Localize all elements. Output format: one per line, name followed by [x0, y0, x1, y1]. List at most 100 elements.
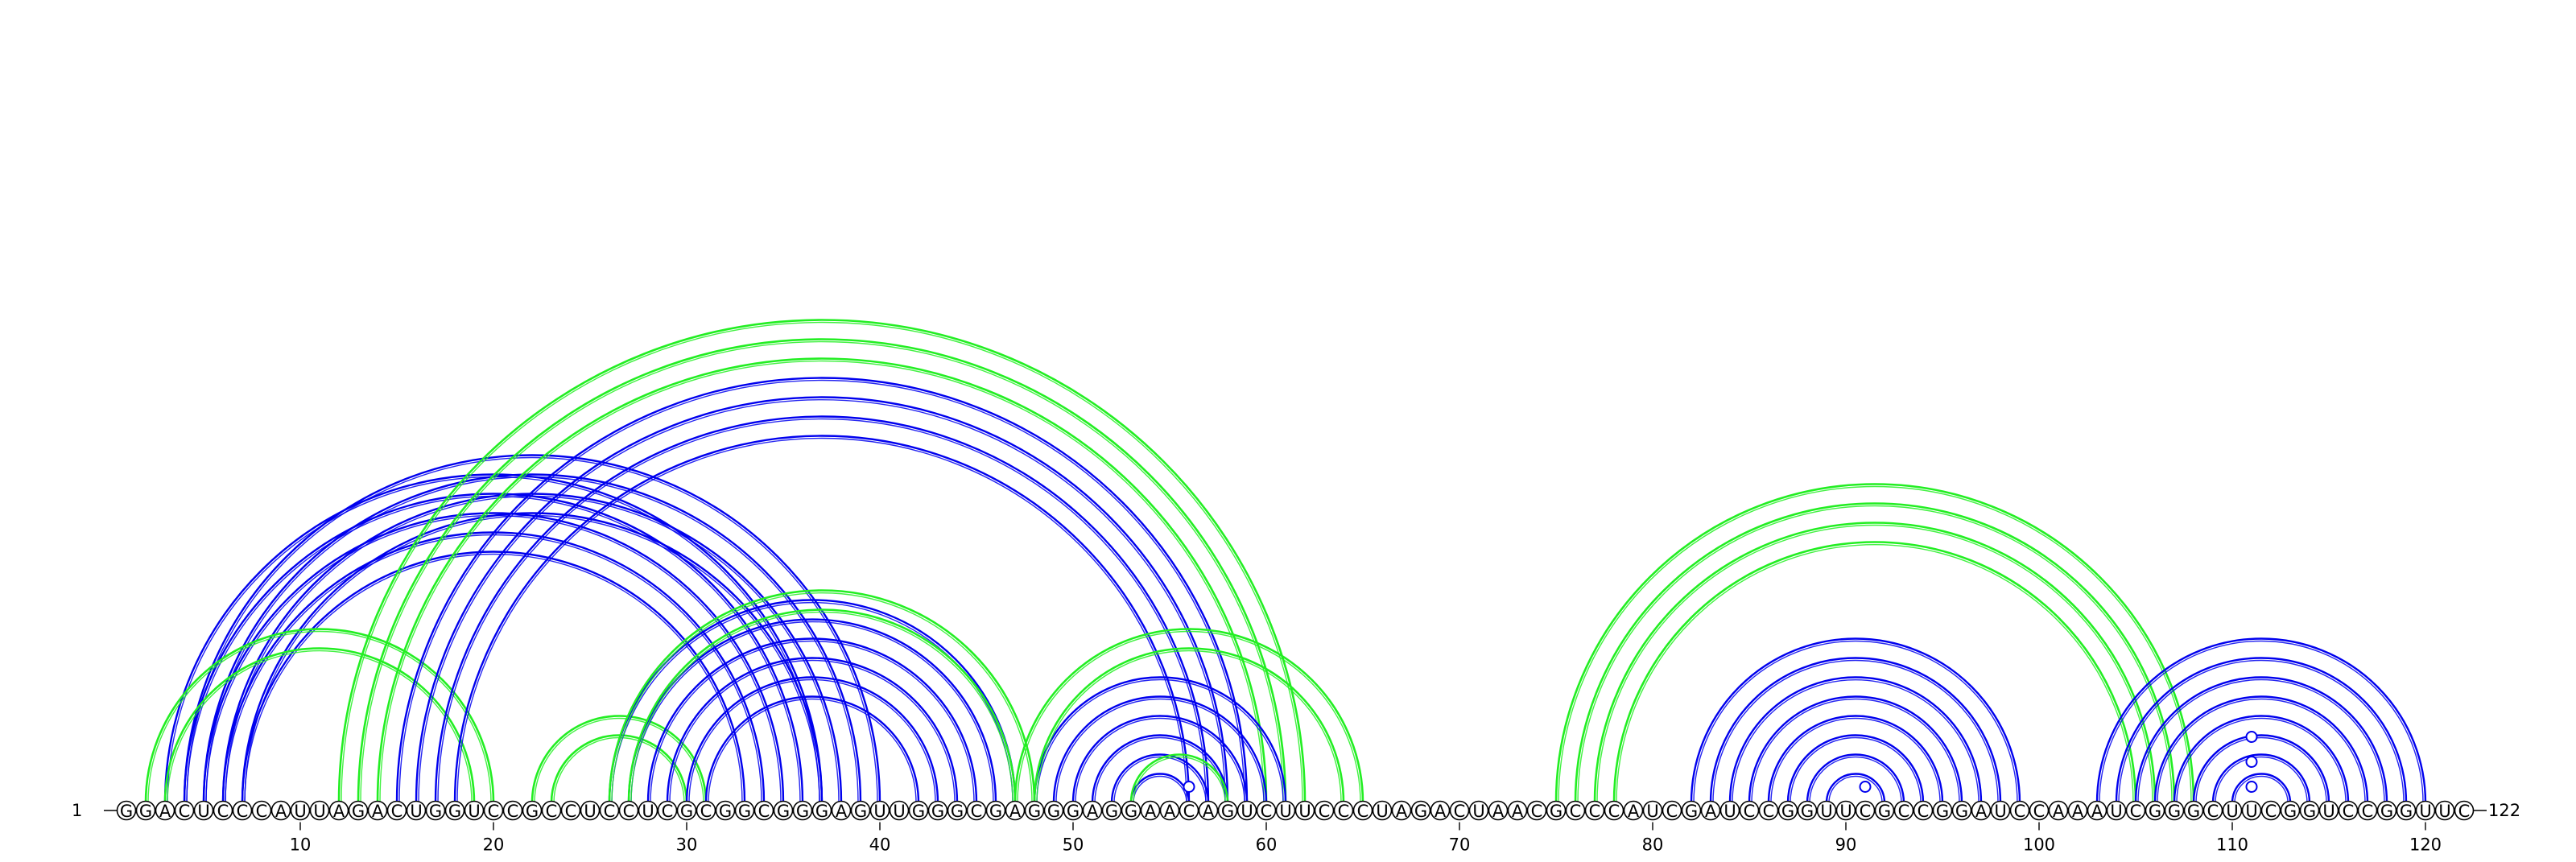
nucleotide-33: G: [734, 800, 755, 821]
base-pair-arc-inner-27-46: [630, 621, 994, 803]
nucleotide-circle: [560, 800, 581, 821]
nucleotide-circle: [1256, 800, 1277, 821]
nucleotide-circle: [1159, 800, 1180, 821]
nucleotide-letter: C: [971, 802, 983, 821]
nucleotide-letter: U: [1376, 802, 1388, 821]
nucleotide-letter: C: [1918, 802, 1930, 821]
nucleotide-circle: [483, 800, 504, 821]
nucleotide-letter: C: [179, 802, 191, 821]
nucleotide-letter: G: [1550, 802, 1563, 821]
base-pair-arc-16-58: [415, 396, 1229, 803]
nucleotide-62: U: [1294, 800, 1315, 821]
nucleotide-27: C: [618, 800, 639, 821]
nucleotide-72: A: [1488, 800, 1509, 821]
base-pair-arc-inner-53-58: [1133, 756, 1226, 803]
base-pair-arc-83-98: [1709, 657, 2002, 803]
nucleotide-circle: [2454, 800, 2475, 821]
nucleotide-42: G: [908, 800, 929, 821]
base-pair-arc-5-35: [202, 512, 785, 803]
nucleotide-letter: U: [642, 802, 654, 821]
nucleotide-circle: [966, 800, 987, 821]
base-pair-arc-106-117: [2153, 695, 2369, 803]
nucleotide-letter: G: [931, 802, 944, 821]
nucleotide-75: G: [1546, 800, 1567, 821]
nucleotide-103: A: [2087, 800, 2107, 821]
nucleotide-34: C: [753, 800, 774, 821]
base-pair-arc-110-113: [2231, 773, 2292, 803]
nucleotide-circle: [1391, 800, 1412, 821]
base-pair-arc-82-99: [1690, 637, 2021, 803]
nucleotide-letter: A: [333, 802, 345, 821]
nucleotide-36: G: [792, 800, 813, 821]
tick-label-110: 110: [2216, 835, 2248, 855]
nucleotide-20: C: [483, 800, 504, 821]
nucleotide-56: C: [1179, 800, 1199, 821]
nucleotide-letter: C: [1860, 802, 1872, 821]
base-pair-arc-85-96: [1748, 695, 1963, 803]
base-pair-arc-88-93: [1806, 753, 1905, 803]
base-pair-arc-inner-28-45: [650, 640, 975, 803]
nucleotide-17: G: [425, 800, 446, 821]
base-pair-arc-inner-110-113: [2234, 775, 2289, 803]
nucleotide-69: A: [1430, 800, 1451, 821]
nucleotide-letter: G: [1414, 802, 1427, 821]
nucleotide-79: A: [1623, 800, 1644, 821]
base-pair-arc-inner-16-58: [418, 398, 1226, 803]
nucleotide-circle: [348, 800, 369, 821]
nucleotide-letter: C: [623, 802, 635, 821]
nucleotide-circle: [850, 800, 871, 821]
nucleotide-circle: [1372, 800, 1393, 821]
base-pair-arc-18-56: [453, 435, 1191, 803]
base-pair-arc-23-30: [550, 734, 688, 803]
nucleotide-letter: A: [1628, 802, 1640, 821]
nucleotide-letter: G: [2380, 802, 2393, 821]
nucleotide-circle: [1294, 800, 1315, 821]
nucleotide-111: U: [2241, 800, 2262, 821]
nucleotide-circle: [2164, 800, 2185, 821]
nucleotide-circle: [1584, 800, 1605, 821]
base-pair-arc-7-33: [241, 551, 746, 803]
nucleotide-letter: A: [275, 802, 287, 821]
nucleotide-circle: [2376, 800, 2397, 821]
base-pair-arc-inner-7-37: [244, 514, 820, 803]
nucleotide-87: G: [1777, 800, 1798, 821]
nucleotide-letter: U: [893, 802, 905, 821]
nucleotide-112: C: [2260, 800, 2281, 821]
nucleotide-122: C: [2454, 800, 2475, 821]
nucleotide-letter: C: [1454, 802, 1466, 821]
nucleotide-letter: G: [1047, 802, 1060, 821]
nucleotide-3: A: [155, 800, 175, 821]
nucleotide-circle: [1024, 800, 1045, 821]
base-pair-arc-inner-77-106: [1596, 524, 2153, 803]
base-pair-arc-105-118: [2134, 676, 2388, 803]
nucleotide-40: U: [869, 800, 890, 821]
nucleotide-letter: G: [854, 802, 867, 821]
nucleotide-letter: G: [951, 802, 964, 821]
nucleotide-115: U: [2318, 800, 2339, 821]
nucleotide-letter: C: [1666, 802, 1678, 821]
base-pair-arc-inner-88-93: [1809, 756, 1902, 803]
nucleotide-circle: [444, 800, 465, 821]
base-pair-arcs: [144, 319, 2427, 803]
nucleotide-letter: A: [1164, 802, 1176, 821]
nucleotide-60: C: [1256, 800, 1277, 821]
nucleotide-circle: [753, 800, 774, 821]
base-pair-arc-86-95: [1767, 715, 1944, 803]
nucleotide-circle: [464, 800, 485, 821]
nucleotide-circle: [1236, 800, 1257, 821]
base-pair-arc-inner-48-61: [1036, 678, 1284, 803]
nucleotide-57: A: [1198, 800, 1219, 821]
nucleotide-letter: C: [1183, 802, 1195, 821]
nucleotide-letter: C: [1357, 802, 1369, 821]
nucleotide-circle: [1913, 800, 1934, 821]
nucleotide-circle: [2241, 800, 2262, 821]
nucleotide-letter: G: [526, 802, 539, 821]
nucleotide-37: G: [811, 800, 832, 821]
nucleotide-letter: G: [2303, 802, 2316, 821]
nucleotide-letter: U: [2322, 802, 2334, 821]
nucleotide-letter: G: [139, 802, 152, 821]
nucleotide-letter: U: [1994, 802, 2006, 821]
loop-marker-111-2: [2245, 756, 2258, 768]
base-pair-arc-inner-3-19: [167, 650, 473, 803]
